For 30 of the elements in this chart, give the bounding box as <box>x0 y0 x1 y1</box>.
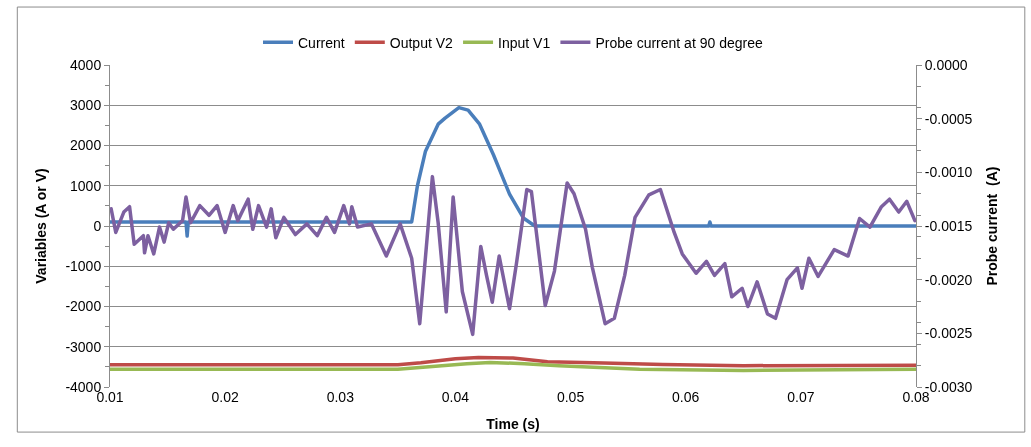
legend-label: Output V2 <box>389 34 454 51</box>
y-tick-label: 2000 <box>70 137 102 154</box>
legend-label: Input V1 <box>498 34 551 51</box>
x-tick-label: 0.06 <box>672 389 700 405</box>
x-axis-title: Time (s) <box>486 416 540 433</box>
x-tick-label: 0.05 <box>556 389 585 405</box>
y2-tick-label: -0.0015 <box>924 217 973 234</box>
line-series <box>110 355 916 368</box>
y2-tick-label: -0.0020 <box>924 271 973 288</box>
y-tick-label: -2000 <box>65 298 102 315</box>
legend-label: Probe current at 90 degree <box>595 34 763 51</box>
y-tick-label: 0 <box>93 217 102 234</box>
y2-tick-label: -0.0005 <box>924 110 973 127</box>
legend-label: Current <box>298 34 345 51</box>
y-tick-label: 4000 <box>70 56 102 73</box>
x-tick-label: 0.03 <box>326 389 355 405</box>
y-axis-title: Variables (A or V) <box>32 168 49 284</box>
y-tick-label: 3000 <box>70 97 102 114</box>
y-tick-label: -3000 <box>65 338 102 355</box>
x-tick-label: 0.02 <box>211 389 239 405</box>
y2-tick-label: 0.0000 <box>924 56 968 73</box>
y-tick-label: 1000 <box>70 177 102 194</box>
x-tick-label: 0.04 <box>441 389 470 405</box>
x-tick-label: 0.07 <box>787 389 815 405</box>
y2-tick-label: -0.0025 <box>924 325 973 342</box>
y-tick-label: -1000 <box>65 258 102 275</box>
y2-tick-label: -0.0010 <box>924 164 973 181</box>
line-series <box>110 360 916 373</box>
x-tick-label: 0.08 <box>902 389 930 405</box>
y2-axis-title: Probe current (A) <box>983 166 1000 286</box>
